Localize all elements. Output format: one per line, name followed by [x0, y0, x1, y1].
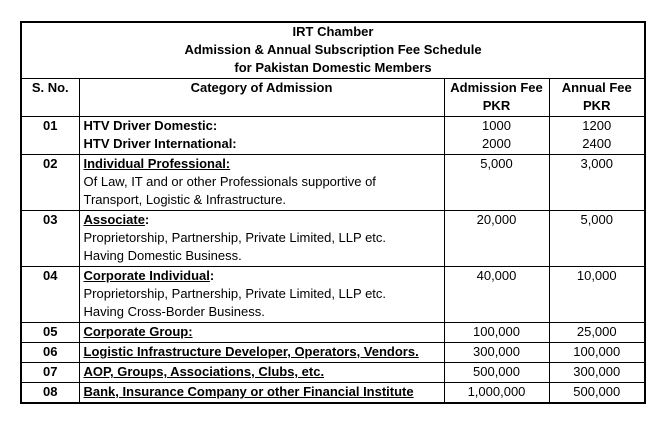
admission-fee-cell: 1000 2000 — [443, 116, 550, 155]
admission-fee-cell: 100,000 — [443, 322, 550, 343]
annual-fee-value: 5,000 — [580, 212, 614, 227]
annual-fee-cell: 25,000 — [548, 322, 646, 343]
row-category: Associate: Proprietorship, Partnership, … — [78, 210, 445, 267]
title-line-1: IRT Chamber — [292, 24, 374, 39]
row-sno: 08 — [20, 382, 80, 404]
admission-fee-value: 500,000 — [473, 364, 520, 379]
admission-fee-value: 300,000 — [473, 344, 520, 359]
annual-fee-value: 3,000 — [580, 156, 614, 171]
header-row: S. No. Category of Admission Admission F… — [20, 78, 646, 117]
header-annual-fee: Annual Fee PKR — [548, 78, 646, 117]
header-admission-fee: Admission Fee PKR — [443, 78, 550, 117]
document-sheet: IRT Chamber Admission & Annual Subscript… — [20, 21, 646, 404]
category-heading: Associate: — [83, 212, 150, 227]
annual-fee-cell: 10,000 — [548, 266, 646, 323]
admission-fee-value: 5,000 — [480, 156, 513, 171]
table-row-03: 03 Associate: Proprietorship, Partnershi… — [20, 210, 646, 267]
admission-fee-cell: 500,000 — [443, 362, 550, 383]
title-row: IRT Chamber Admission & Annual Subscript… — [20, 21, 646, 79]
admission-fee-value: 20,000 — [476, 212, 517, 227]
admission-fee-value: 1000 — [482, 118, 511, 133]
annual-fee-cell: 3,000 — [548, 154, 646, 211]
admission-fee-cell: 5,000 — [443, 154, 550, 211]
header-sno: S. No. — [20, 78, 80, 117]
admission-fee-value: 40,000 — [476, 268, 517, 283]
row-category: Individual Professional: Of Law, IT and … — [78, 154, 445, 211]
annual-fee-cell: 5,000 — [548, 210, 646, 267]
title-line-2: Admission & Annual Subscription Fee Sche… — [184, 42, 482, 57]
annual-fee-value: 300,000 — [573, 364, 621, 379]
row-sno: 07 — [20, 362, 80, 383]
category-heading: HTV Driver International: — [83, 136, 237, 151]
header-admission-fee-unit: PKR — [482, 98, 511, 113]
annual-fee-cell: 300,000 — [548, 362, 646, 383]
category-heading: Corporate Individual: — [83, 268, 215, 283]
category-heading: Logistic Infrastructure Developer, Opera… — [83, 344, 419, 359]
category-description: Proprietorship, Partnership, Private Lim… — [83, 286, 387, 301]
row-sno: 01 — [20, 116, 80, 155]
document-title: IRT Chamber Admission & Annual Subscript… — [20, 21, 646, 79]
admission-fee-value: 100,000 — [473, 324, 520, 339]
row-category: Logistic Infrastructure Developer, Opera… — [78, 342, 445, 363]
table-row-04: 04 Corporate Individual: Proprietorship,… — [20, 266, 646, 323]
annual-fee-value: 10,000 — [576, 268, 617, 283]
admission-fee-value: 2000 — [482, 136, 511, 151]
annual-fee-value: 2400 — [582, 136, 612, 151]
row-category: HTV Driver Domestic: HTV Driver Internat… — [78, 116, 445, 155]
row-sno: 06 — [20, 342, 80, 363]
row-sno: 02 — [20, 154, 80, 211]
table-row-01: 01 HTV Driver Domestic: HTV Driver Inter… — [20, 116, 646, 155]
admission-fee-cell: 1,000,000 — [443, 382, 550, 404]
category-description: Having Domestic Business. — [83, 248, 242, 263]
row-category: Corporate Group: — [78, 322, 445, 343]
category-heading: HTV Driver Domestic: — [83, 118, 218, 133]
category-description: Having Cross-Border Business. — [83, 304, 265, 319]
header-annual-fee-label: Annual Fee — [561, 80, 632, 95]
annual-fee-value: 500,000 — [573, 384, 621, 399]
annual-fee-value: 100,000 — [573, 344, 621, 359]
admission-fee-cell: 20,000 — [443, 210, 550, 267]
annual-fee-cell: 1200 2400 — [548, 116, 646, 155]
category-description: Of Law, IT and or other Professionals su… — [83, 174, 376, 189]
annual-fee-value: 1200 — [582, 118, 612, 133]
header-admission-fee-label: Admission Fee — [450, 80, 543, 95]
category-heading: AOP, Groups, Associations, Clubs, etc. — [83, 364, 325, 379]
category-heading: Individual Professional: — [83, 156, 231, 171]
category-heading: Corporate Group: — [83, 324, 193, 339]
row-sno: 04 — [20, 266, 80, 323]
row-sno: 03 — [20, 210, 80, 267]
annual-fee-value: 25,000 — [576, 324, 617, 339]
admission-fee-cell: 300,000 — [443, 342, 550, 363]
category-description: Proprietorship, Partnership, Private Lim… — [83, 230, 387, 245]
category-heading: Bank, Insurance Company or other Financi… — [83, 384, 414, 399]
admission-fee-value: 1,000,000 — [467, 384, 526, 399]
row-category: AOP, Groups, Associations, Clubs, etc. — [78, 362, 445, 383]
table-row-05: 05 Corporate Group: 100,000 25,000 — [20, 322, 646, 343]
header-annual-fee-unit: PKR — [583, 98, 611, 113]
row-sno: 05 — [20, 322, 80, 343]
table-row-06: 06 Logistic Infrastructure Developer, Op… — [20, 342, 646, 363]
fee-schedule-table: IRT Chamber Admission & Annual Subscript… — [20, 21, 646, 404]
category-description: Transport, Logistic & Infrastructure. — [83, 192, 287, 207]
annual-fee-cell: 100,000 — [548, 342, 646, 363]
admission-fee-cell: 40,000 — [443, 266, 550, 323]
table-row-08: 08 Bank, Insurance Company or other Fina… — [20, 382, 646, 404]
title-line-3: for Pakistan Domestic Members — [234, 60, 432, 75]
row-category: Bank, Insurance Company or other Financi… — [78, 382, 445, 404]
table-row-07: 07 AOP, Groups, Associations, Clubs, etc… — [20, 362, 646, 383]
table-row-02: 02 Individual Professional: Of Law, IT a… — [20, 154, 646, 211]
row-category: Corporate Individual: Proprietorship, Pa… — [78, 266, 445, 323]
annual-fee-cell: 500,000 — [548, 382, 646, 404]
header-category: Category of Admission — [78, 78, 445, 117]
